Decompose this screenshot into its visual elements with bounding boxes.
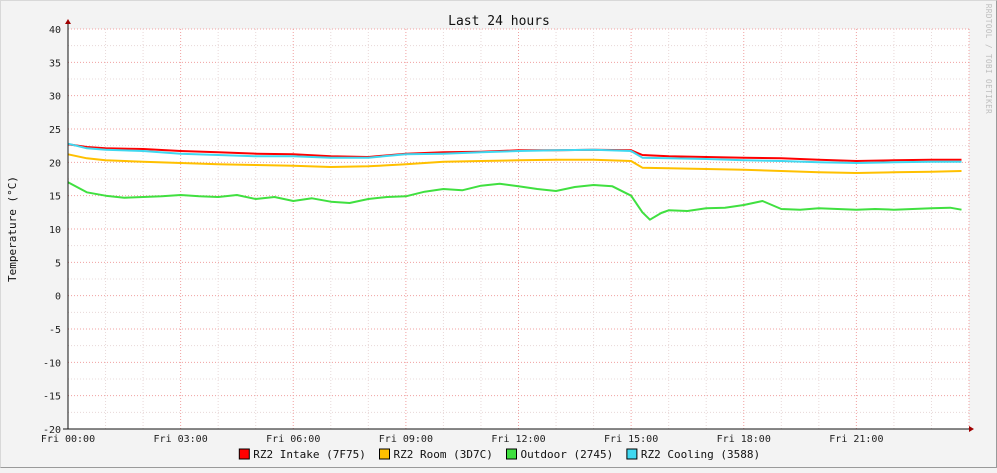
x-tick-label: Fri 06:00 [266, 434, 320, 445]
legend-swatch [379, 448, 390, 460]
y-tick-label: 30 [49, 92, 61, 103]
series-line-1 [67, 153, 962, 174]
legend-swatch [626, 448, 638, 460]
legend-label: RZ2 Intake (7F75) [253, 448, 366, 461]
legend-swatch [506, 448, 517, 460]
series-line-3 [67, 142, 962, 164]
y-tick-label: 25 [49, 125, 61, 136]
series-line-2 [67, 181, 962, 221]
x-axis-ticks: Fri 00:00 Fri 03:00 Fri 06:00 Fri 09:00 Fri … [41, 434, 884, 445]
y-tick-label: -5 [49, 325, 61, 336]
y-tick-label: -10 [43, 358, 61, 369]
x-tick-label: Fri 00:00 [41, 434, 95, 445]
y-tick-label: 10 [49, 225, 61, 236]
y-axis-ticks: 40 35 30 25 20 15 10 5 0 -5 -10 -15 -20 [43, 25, 61, 436]
watermark: RRDTOOL / TOBI OETIKER [984, 4, 993, 114]
legend-label: RZ2 Room (3D7C) [394, 448, 493, 461]
series-lines [67, 142, 962, 221]
chart-title: Last 24 hours [448, 14, 550, 29]
x-tick-label: Fri 12:00 [491, 434, 545, 445]
axes [63, 19, 974, 432]
y-tick-label: 40 [49, 25, 61, 36]
x-tick-label: Fri 15:00 [604, 434, 658, 445]
y-axis-label: Temperature (°C) [6, 176, 19, 282]
legend-label: RZ2 Cooling (3588) [641, 448, 760, 461]
x-tick-label: Fri 03:00 [154, 434, 208, 445]
legend-swatch [238, 448, 250, 460]
y-axis-arrow [65, 19, 71, 24]
legend: RZ2 Intake (7F75) RZ2 Room (3D7C) Outdoor … [238, 448, 760, 461]
legend-label: Outdoor (2745) [521, 448, 614, 461]
y-tick-label: 35 [49, 58, 61, 69]
y-tick-label: 5 [55, 258, 61, 269]
x-tick-label: Fri 18:00 [717, 434, 771, 445]
grid [67, 28, 970, 430]
y-tick-label: -15 [43, 392, 61, 403]
x-tick-label: Fri 21:00 [829, 434, 883, 445]
y-tick-label: 20 [49, 158, 61, 169]
y-tick-label: -20 [43, 425, 61, 436]
y-tick-label: 15 [49, 192, 61, 203]
y-tick-label: 0 [55, 292, 61, 303]
x-axis-arrow [969, 426, 974, 432]
x-tick-label: Fri 09:00 [379, 434, 433, 445]
